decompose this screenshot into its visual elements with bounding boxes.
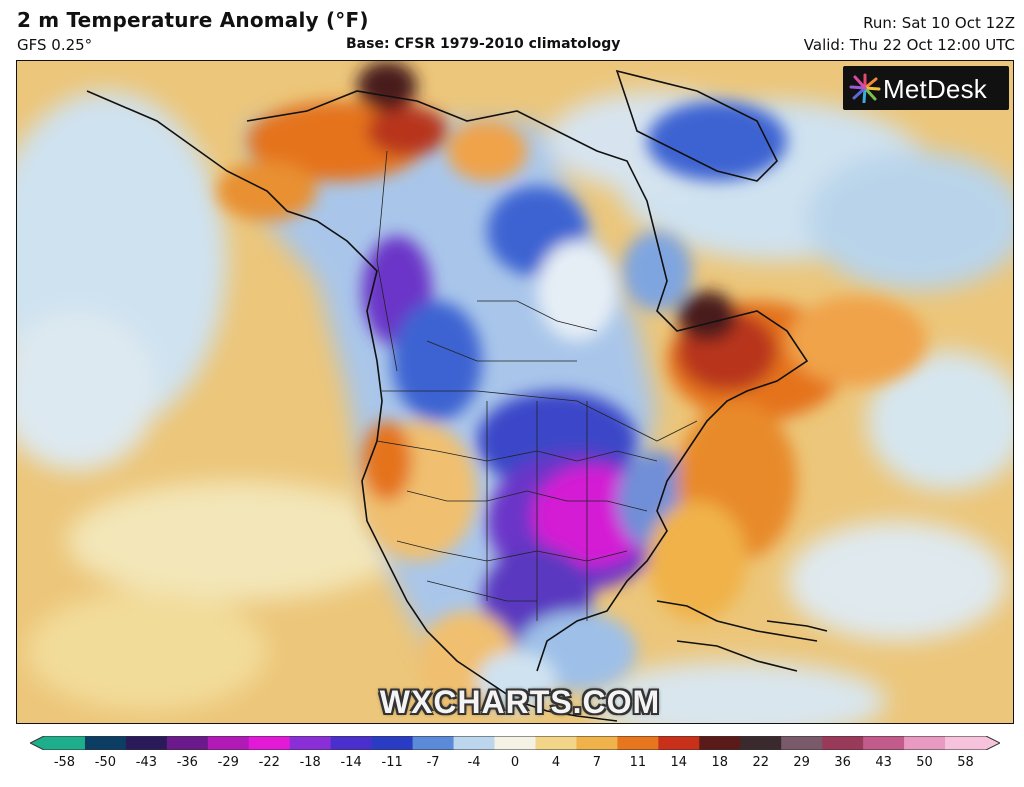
colorbar-tick-label: 29 [793, 755, 810, 770]
colorbar-segment [371, 736, 414, 750]
colorbar-tick-label: 7 [592, 755, 602, 770]
colorbar-tick-label: -29 [217, 755, 239, 770]
colorbar-tick-label: -58 [53, 755, 76, 770]
colorbar-tick-label: 11 [629, 755, 647, 770]
colorbar-tick-label: 36 [834, 755, 851, 770]
colorbar-tick-label: 0 [510, 755, 520, 770]
colorbar-segment [44, 736, 86, 750]
borders [376, 150, 698, 621]
colorbar-segment [658, 736, 700, 750]
colorbar-tick-label: 18 [711, 755, 729, 770]
colorbar-segment [904, 736, 946, 750]
anomaly-map-canvas [17, 61, 1013, 723]
colorbar-segment [617, 736, 659, 750]
colorbar-segment [740, 736, 782, 750]
colorbar-tick-labels: -58 -50 -43 -36 -29 -22 -18 -14 -11 -7 -4 0 4 7 11 14 18… [0, 755, 1024, 775]
colorbar-segment [453, 736, 496, 750]
run-time-label: Run: Sat 10 Oct 12Z [863, 14, 1015, 32]
colorbar-segment [125, 736, 168, 750]
colorbar-tick-label: 4 [551, 755, 561, 770]
colorbar-tick-label: -11 [381, 755, 403, 770]
colorbar-segment [863, 736, 905, 750]
climatology-base-label: Base: CFSR 1979-2010 climatology [346, 36, 621, 52]
colorbar-segment [207, 736, 250, 750]
metdesk-logo-icon [849, 73, 881, 103]
colorbar-segment [822, 736, 864, 750]
colorbar-segments [30, 736, 1000, 750]
model-label: GFS 0.25° [17, 36, 93, 54]
valid-time-label: Valid: Thu 22 Oct 12:00 UTC [803, 36, 1015, 54]
colorbar-tick-label: -36 [176, 755, 198, 770]
colorbar-tick-label: -18 [299, 755, 321, 770]
colorbar-tick-label: 22 [752, 755, 769, 770]
colorbar-segment [248, 736, 291, 750]
metdesk-logo: MetDesk [843, 66, 1009, 110]
colorbar-segment [166, 736, 209, 750]
colorbar-segment [289, 736, 332, 750]
chart-header: 2 m Temperature Anomaly (°F) GFS 0.25° B… [0, 0, 1024, 60]
colorbar-segment [576, 736, 618, 750]
colorbar-tick-label: -22 [258, 755, 280, 770]
colorbar-arrow-low [30, 736, 44, 750]
colorbar-tick-label: 50 [916, 755, 933, 770]
anomaly-map[interactable] [16, 60, 1014, 724]
colorbar-tick-label: -7 [426, 755, 440, 770]
colorbar-tick-label: -4 [467, 755, 481, 770]
colorbar-tick-label: 58 [957, 755, 974, 770]
colorbar-segment [330, 736, 373, 750]
colorbar-tick-label: -50 [94, 755, 117, 770]
colorbar-arrow-high [986, 736, 1000, 750]
colorbar-segment [699, 736, 741, 750]
colorbar-segment [84, 736, 127, 750]
wxcharts-watermark: WXCHARTS.COM [379, 684, 661, 720]
metdesk-logo-text: MetDesk [883, 74, 987, 104]
colorbar-segment [781, 736, 823, 750]
colorbar-segment [535, 736, 578, 750]
colorbar-segment [412, 736, 455, 750]
chart-title: 2 m Temperature Anomaly (°F) [17, 8, 369, 32]
colorbar-segment [945, 736, 987, 750]
anomaly-colorbar [30, 736, 1000, 750]
colorbar-segment [494, 736, 537, 750]
colorbar-tick-label: 43 [875, 755, 892, 770]
colorbar-tick-label: -14 [340, 755, 362, 770]
colorbar-tick-label: -43 [135, 755, 157, 770]
colorbar-tick-label: 14 [670, 755, 688, 770]
